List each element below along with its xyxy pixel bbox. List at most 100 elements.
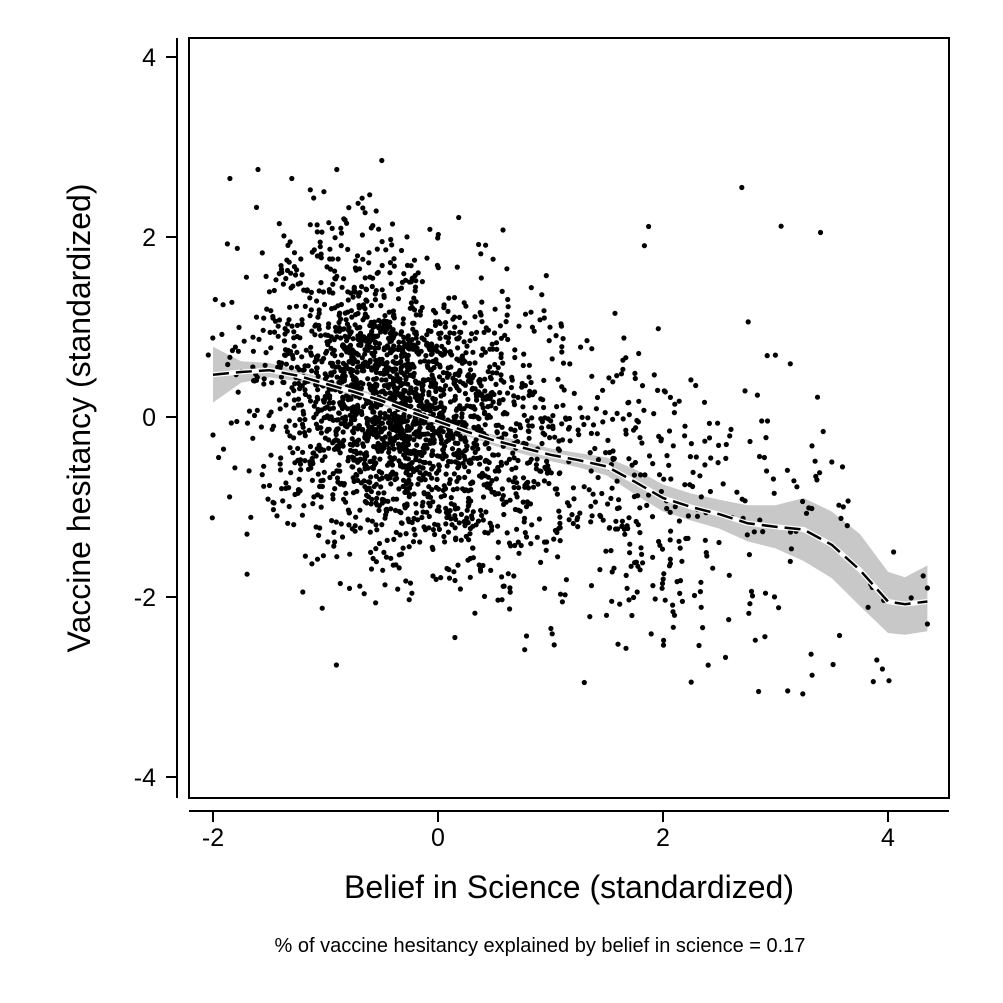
- scatter-point: [500, 583, 506, 589]
- smooth-line-layer: [212, 367, 928, 607]
- scatter-point: [506, 540, 513, 546]
- scatter-point: [328, 414, 334, 420]
- scatter-point: [451, 502, 457, 508]
- scatter-point: [311, 195, 317, 201]
- scatter-point: [455, 345, 461, 351]
- scatter-point: [340, 360, 346, 366]
- scatter-point: [436, 508, 442, 514]
- scatter-point: [560, 360, 567, 366]
- scatter-point: [685, 513, 692, 519]
- x-tick-label: 0: [431, 824, 445, 852]
- scatter-point: [284, 257, 290, 263]
- scatter-point: [425, 431, 431, 437]
- scatter-point: [384, 360, 390, 366]
- scatter-point: [269, 380, 275, 386]
- scatter-point: [437, 335, 443, 341]
- scatter-point: [546, 480, 552, 487]
- scatter-point: [552, 486, 558, 492]
- scatter-point: [364, 343, 370, 349]
- scatter-point: [405, 381, 411, 387]
- scatter-point: [466, 459, 472, 465]
- scatter-point: [702, 438, 708, 444]
- scatter-point: [498, 462, 505, 468]
- scatter-point: [303, 347, 309, 353]
- scatter-point: [291, 405, 297, 411]
- scatter-point: [666, 428, 673, 434]
- scatter-point: [697, 473, 703, 479]
- scatter-point: [687, 454, 694, 460]
- scatter-point: [345, 397, 351, 403]
- scatter-point: [227, 354, 233, 360]
- scatter-point: [288, 470, 294, 476]
- scatter-point: [302, 416, 308, 423]
- scatter-point: [393, 471, 399, 477]
- scatter-point: [452, 577, 458, 584]
- scatter-point: [464, 515, 470, 521]
- scatter-point: [660, 642, 667, 648]
- scatter-point: [787, 558, 793, 565]
- scatter-point: [667, 509, 673, 515]
- scatter-point: [374, 429, 380, 435]
- scatter-point: [470, 545, 476, 551]
- scatter-point: [321, 447, 327, 453]
- scatter-point: [508, 426, 514, 432]
- scatter-point: [516, 485, 522, 491]
- scatter-point: [311, 403, 317, 409]
- scatter-point: [350, 442, 356, 448]
- scatter-point: [398, 365, 404, 371]
- scatter-point: [371, 409, 377, 415]
- scatter-point: [312, 332, 318, 338]
- scatter-point: [290, 283, 296, 289]
- scatter-point: [385, 476, 391, 482]
- scatter-point: [292, 381, 298, 387]
- scatter-point: [470, 509, 476, 515]
- scatter-point: [338, 521, 344, 527]
- scatter-point: [270, 315, 276, 321]
- scatter-point: [814, 394, 821, 400]
- scatter-point: [321, 469, 327, 475]
- scatter-point: [637, 435, 643, 441]
- scatter-point: [474, 397, 480, 403]
- scatter-point: [279, 486, 285, 492]
- scatter-point: [548, 418, 554, 424]
- scatter-point: [271, 500, 277, 506]
- scatter-point: [343, 499, 349, 505]
- scatter-point: [379, 157, 385, 164]
- scatter-point: [401, 414, 407, 420]
- scatter-point: [658, 488, 665, 495]
- scatter-point: [321, 301, 328, 308]
- scatter-point: [417, 359, 423, 365]
- scatter-point: [357, 409, 363, 415]
- scatter-point: [529, 423, 535, 429]
- scatter-point: [413, 390, 419, 396]
- scatter-point: [422, 459, 428, 466]
- scatter-point: [511, 393, 517, 399]
- scatter-point: [500, 397, 506, 403]
- scatter-point: [627, 541, 633, 547]
- scatter-point: [371, 335, 377, 341]
- scatter-point: [443, 383, 449, 389]
- scatter-point: [803, 510, 810, 516]
- scatter-point: [548, 625, 554, 632]
- scatter-point: [550, 413, 556, 419]
- scatter-point: [544, 458, 550, 464]
- scatter-point: [331, 347, 337, 353]
- scatter-point: [394, 391, 400, 397]
- scatter-point: [350, 404, 357, 410]
- scatter-point: [456, 520, 462, 526]
- scatter-point: [346, 454, 352, 461]
- scatter-point: [307, 398, 314, 404]
- scatter-point: [722, 654, 729, 661]
- scatter-point: [425, 328, 432, 334]
- scatter-point: [441, 533, 447, 540]
- scatter-point: [377, 410, 383, 416]
- scatter-point: [376, 226, 382, 232]
- scatter-point: [350, 336, 356, 342]
- scatter-point: [315, 353, 321, 359]
- scatter-point: [734, 489, 740, 495]
- scatter-point: [462, 382, 468, 388]
- scatter-point: [639, 551, 645, 558]
- scatter-point: [456, 447, 462, 453]
- scatter-point: [350, 475, 356, 481]
- scatter-point: [361, 404, 367, 410]
